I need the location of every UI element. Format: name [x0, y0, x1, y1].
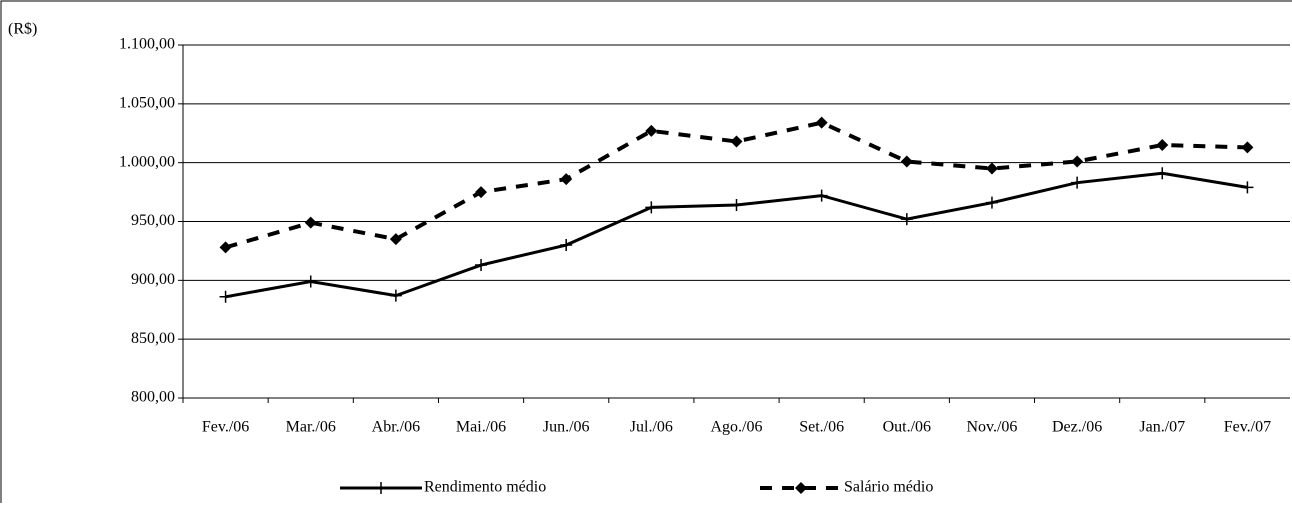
- marker: [304, 216, 317, 229]
- marker: [900, 213, 913, 226]
- x-tick-label: Ago./06: [711, 419, 763, 436]
- marker: [304, 275, 317, 288]
- marker: [560, 173, 573, 186]
- x-tick-label: Jul./06: [630, 419, 673, 436]
- x-tick-label: Mai./06: [456, 419, 506, 436]
- x-tick-label: Abr./06: [372, 419, 420, 436]
- marker: [730, 199, 743, 212]
- y-tick-label: 1.100,00: [119, 36, 175, 53]
- x-tick-label: Jan./07: [1139, 419, 1185, 436]
- x-tick-label: Out./06: [883, 419, 931, 436]
- marker: [389, 233, 402, 246]
- y-axis-label: (R$): [8, 21, 37, 38]
- marker: [730, 135, 743, 148]
- y-tick-label: 900,00: [131, 271, 175, 288]
- marker: [1156, 139, 1169, 152]
- marker: [815, 189, 828, 202]
- marker: [475, 259, 488, 272]
- marker: [475, 186, 488, 199]
- marker: [645, 201, 658, 214]
- marker: [389, 289, 402, 302]
- marker: [1241, 181, 1254, 194]
- x-tick-label: Set./06: [799, 419, 844, 436]
- y-tick-label: 1.000,00: [119, 153, 175, 170]
- y-tick-label: 1.050,00: [119, 95, 175, 112]
- x-tick-label: Jun./06: [543, 419, 590, 436]
- y-tick-label: 850,00: [131, 330, 175, 347]
- legend-label: Salário médio: [844, 479, 933, 496]
- marker: [795, 482, 807, 494]
- marker: [1241, 141, 1254, 154]
- legend-label: Rendimento médio: [424, 479, 546, 496]
- marker: [219, 241, 232, 254]
- marker: [1071, 155, 1084, 168]
- x-tick-label: Dez./06: [1052, 419, 1102, 436]
- marker: [560, 239, 573, 252]
- marker: [985, 196, 998, 209]
- y-tick-label: 950,00: [131, 212, 175, 229]
- x-tick-label: Mar./06: [286, 419, 336, 436]
- marker: [219, 290, 232, 303]
- marker: [375, 482, 387, 494]
- marker: [815, 116, 828, 129]
- x-tick-label: Fev./07: [1224, 419, 1271, 436]
- marker: [985, 162, 998, 175]
- x-tick-label: Fev./06: [202, 419, 249, 436]
- marker: [645, 124, 658, 137]
- marker: [1071, 176, 1084, 189]
- y-tick-label: 800,00: [131, 389, 175, 406]
- marker: [900, 155, 913, 168]
- x-tick-label: Nov./06: [966, 419, 1017, 436]
- marker: [1156, 167, 1169, 180]
